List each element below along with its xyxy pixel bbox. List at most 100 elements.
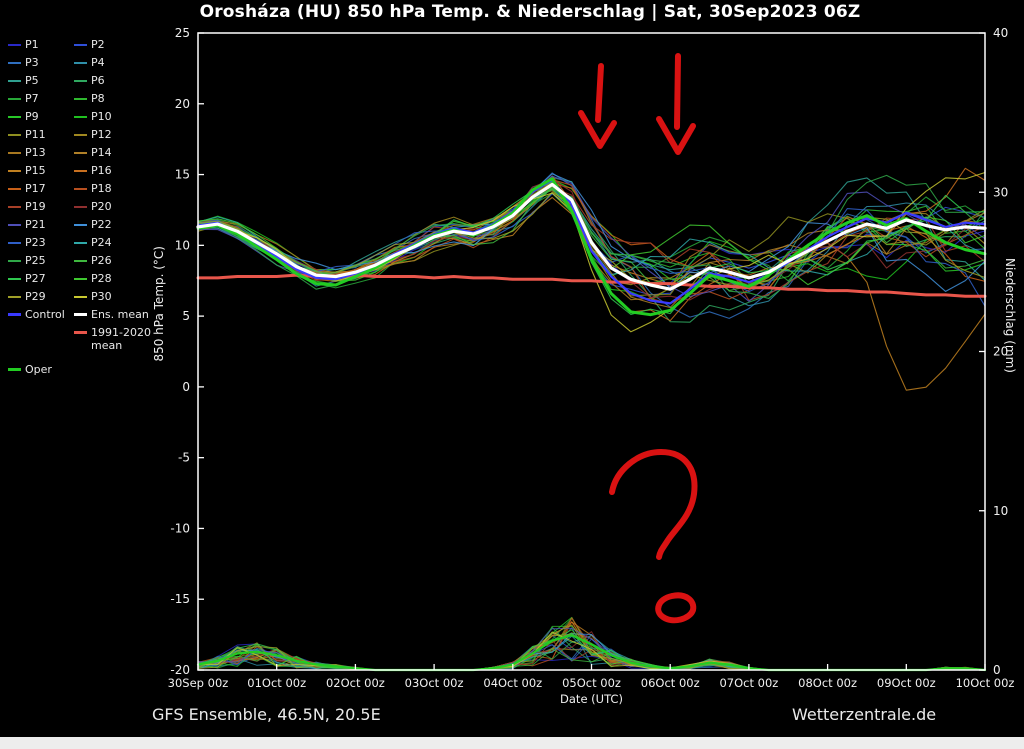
legend-line-swatch xyxy=(8,151,21,154)
legend-item-label: Oper xyxy=(25,363,52,376)
legend-item: P18 xyxy=(74,182,178,195)
legend-item-label: P19 xyxy=(25,200,46,213)
legend: P1 P2 P3 P4 P5 P6 P7 P8 P9 P10 P11 P12 P13 P14 P15 P16 P… xyxy=(8,38,178,376)
legend-item-label: P1 xyxy=(25,38,39,51)
tick-label: 01Oct 00z xyxy=(247,676,306,690)
legend-item: P27 xyxy=(8,272,74,285)
legend-item-label: P21 xyxy=(25,218,46,231)
legend-item: P30 xyxy=(74,290,178,303)
legend-item: P21 xyxy=(8,218,74,231)
legend-item-label: P24 xyxy=(91,236,112,249)
annotation-down-arrow-1-head xyxy=(578,110,617,149)
ens-mean-line xyxy=(196,182,987,291)
legend-line-swatch xyxy=(8,115,21,118)
temp-member-line xyxy=(197,174,986,300)
legend-item: P28 xyxy=(74,272,178,285)
tick-label: 09Oct 00z xyxy=(877,676,936,690)
legend-line-swatch xyxy=(74,259,87,262)
legend-item: P11 xyxy=(8,128,74,141)
legend-item-label: P25 xyxy=(25,254,46,267)
legend-item: P3 xyxy=(8,56,74,69)
legend-line-swatch xyxy=(74,295,87,298)
legend-item-label: P20 xyxy=(91,200,112,213)
legend-item-clim-mean: 1991-2020 mean xyxy=(74,326,178,352)
legend-item-label: P9 xyxy=(25,110,39,123)
legend-item: P17 xyxy=(8,182,74,195)
legend-line-swatch xyxy=(74,205,87,208)
legend-item-label: P17 xyxy=(25,182,46,195)
legend-line-swatch xyxy=(74,79,87,82)
legend-item-label: P23 xyxy=(25,236,46,249)
legend-item: P16 xyxy=(74,164,178,177)
legend-item-label: P16 xyxy=(91,164,112,177)
tick-label: -5 xyxy=(178,451,190,465)
tick-label: 0 xyxy=(182,380,190,394)
legend-line-swatch xyxy=(74,151,87,154)
legend-line-swatch xyxy=(74,313,87,316)
legend-item-oper: Oper xyxy=(8,363,74,376)
tick-label: 0 xyxy=(993,663,1001,677)
tick-label: 10Oct 00z xyxy=(956,676,1015,690)
legend-item: P8 xyxy=(74,92,178,105)
legend-item-label: P30 xyxy=(91,290,112,303)
legend-item-label: Ens. mean xyxy=(91,308,149,321)
tick-label: 06Oct 00z xyxy=(641,676,700,690)
legend-item: P9 xyxy=(8,110,74,123)
tick-label: -10 xyxy=(170,521,190,535)
legend-line-swatch xyxy=(8,97,21,100)
legend-item-label: Control xyxy=(25,308,65,321)
annotation-down-arrow-2-head xyxy=(656,116,696,155)
tick-label: -20 xyxy=(170,663,190,677)
tick-label: 03Oct 00z xyxy=(405,676,464,690)
legend-item: P6 xyxy=(74,74,178,87)
y-axis-label-precip: Niederschlag (mm) xyxy=(1003,258,1017,373)
legend-item: P23 xyxy=(8,236,74,249)
temp-member-line xyxy=(197,173,986,292)
model-info-text: GFS Ensemble, 46.5N, 20.5E xyxy=(152,705,381,724)
legend-item-label: P5 xyxy=(25,74,39,87)
legend-item: P25 xyxy=(8,254,74,267)
control-line xyxy=(196,179,987,305)
legend-line-swatch xyxy=(74,133,87,136)
legend-line-swatch xyxy=(74,61,87,64)
legend-item: P10 xyxy=(74,110,178,123)
annotation-question-mark-dot xyxy=(655,592,697,624)
annotation-question-mark-curve xyxy=(609,449,698,560)
legend-line-swatch xyxy=(8,368,21,371)
legend-line-swatch xyxy=(8,187,21,190)
legend-item-label: P28 xyxy=(91,272,112,285)
legend-item: P15 xyxy=(8,164,74,177)
legend-item: P20 xyxy=(74,200,178,213)
legend-item: P24 xyxy=(74,236,178,249)
legend-grid: P1 P2 P3 P4 P5 P6 P7 P8 P9 P10 P11 P12 P13 P14 P15 P16 P… xyxy=(8,38,178,376)
legend-item: Control xyxy=(8,308,74,321)
legend-item-label: P10 xyxy=(91,110,112,123)
tick-label: 10 xyxy=(175,238,190,252)
tick-label: 10 xyxy=(993,504,1008,518)
legend-item-label: 1991-2020 mean xyxy=(91,326,151,352)
legend-item-label: P29 xyxy=(25,290,46,303)
legend-line-swatch xyxy=(8,61,21,64)
legend-item: P13 xyxy=(8,146,74,159)
legend-item: P12 xyxy=(74,128,178,141)
legend-item-label: P13 xyxy=(25,146,46,159)
legend-item-label: P7 xyxy=(25,92,39,105)
legend-line-swatch xyxy=(74,331,87,334)
legend-item: P1 xyxy=(8,38,74,51)
legend-line-swatch xyxy=(8,295,21,298)
oper-line xyxy=(196,177,987,317)
tick-label: -15 xyxy=(170,592,190,606)
temp-member-line xyxy=(197,172,986,319)
legend-item: P2 xyxy=(74,38,178,51)
legend-line-swatch xyxy=(74,223,87,226)
legend-item-label: P11 xyxy=(25,128,46,141)
tick-label: 08Oct 00z xyxy=(798,676,857,690)
y-axis-label-temp: 850 hPa Temp. (°C) xyxy=(152,246,166,362)
legend-line-swatch xyxy=(74,169,87,172)
legend-line-swatch xyxy=(8,43,21,46)
tick-label: 05Oct 00z xyxy=(562,676,621,690)
legend-line-swatch xyxy=(8,313,21,316)
legend-line-swatch xyxy=(74,187,87,190)
